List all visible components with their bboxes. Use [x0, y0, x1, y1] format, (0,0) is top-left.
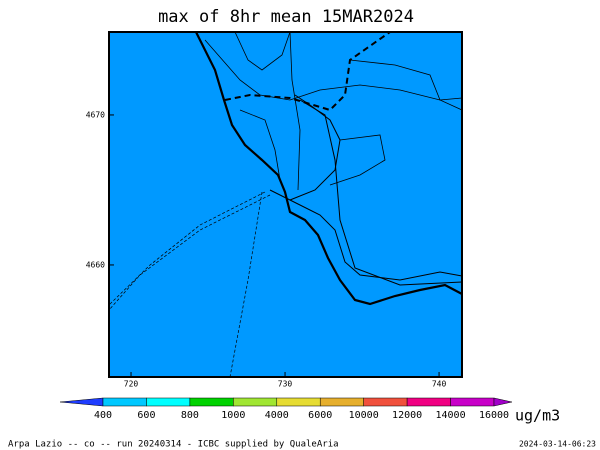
colorbar-label: 6000 [308, 410, 332, 421]
colorbar-segment [276, 397, 321, 407]
colorbar-unit: ug/m3 [515, 407, 560, 425]
colorbar-segment [319, 397, 364, 407]
x-tick-label: 720 [124, 380, 139, 389]
footer-right: 2024-03-14-06:23 [519, 440, 596, 449]
colorbar-label: 4000 [265, 410, 289, 421]
colorbar-arrow [59, 397, 104, 407]
colorbar-label: 600 [137, 410, 155, 421]
map-lines [108, 31, 463, 378]
y-tick-label: 4670 [86, 110, 105, 119]
x-tick-label: 740 [432, 380, 447, 389]
y-tick-label: 4660 [86, 260, 105, 269]
colorbar-label: 10000 [349, 410, 379, 421]
title: max of 8hr mean 15MAR2024 [158, 7, 414, 27]
colorbar-segment [233, 397, 278, 407]
map-area [109, 32, 462, 377]
colorbar-segment [146, 397, 191, 407]
colorbar-label: 1000 [221, 410, 245, 421]
colorbar-segment [363, 397, 408, 407]
colorbar-segment [189, 397, 234, 407]
colorbar-label: 400 [94, 410, 112, 421]
colorbar-segment [406, 397, 451, 407]
footer-left: Arpa Lazio -- co -- run 20240314 - ICBC … [8, 440, 339, 450]
colorbar-label: 16000 [479, 410, 509, 421]
colorbar-arrow [493, 397, 513, 407]
colorbar-label: 12000 [392, 410, 422, 421]
colorbar-label: 14000 [436, 410, 466, 421]
colorbar-segment [102, 397, 147, 407]
colorbar-label: 800 [181, 410, 199, 421]
x-tick-label: 730 [278, 380, 293, 389]
colorbar-segment [450, 397, 495, 407]
